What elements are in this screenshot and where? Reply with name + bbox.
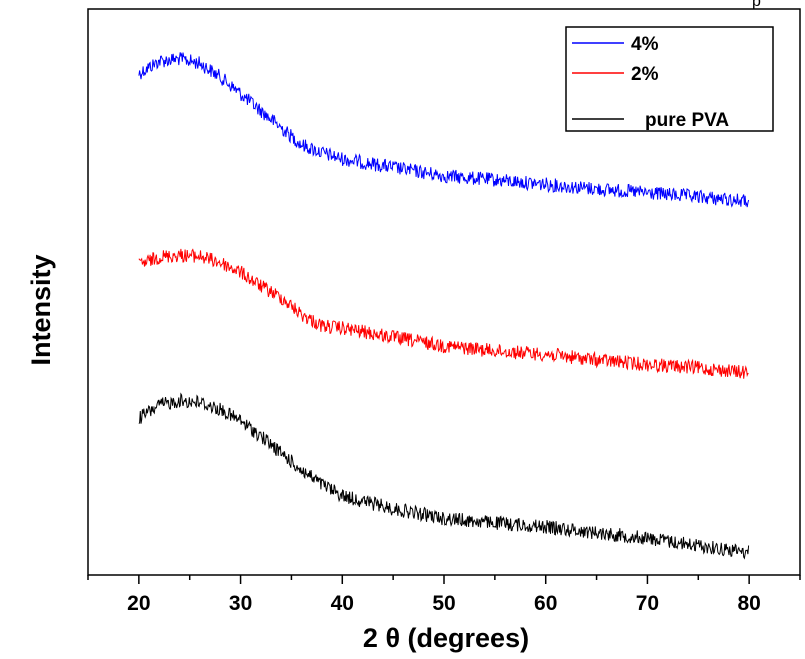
legend-label-1: 4% — [631, 34, 659, 55]
x-tick-label: 50 — [432, 592, 455, 615]
x-tick-label: 40 — [331, 592, 354, 615]
corner-mark: p — [752, 0, 761, 10]
series-line-2 — [138, 248, 749, 379]
legend-entries: 4% 2% pure PVA — [572, 34, 729, 131]
legend-label-3: pure PVA — [645, 110, 729, 131]
series-line-1 — [138, 52, 750, 208]
legend-label-2: 2% — [631, 64, 659, 85]
y-axis-title: Intensity — [26, 254, 56, 365]
legend: 4% 2% pure PVA — [565, 26, 774, 132]
x-tick-label: 70 — [636, 592, 659, 615]
x-tick-label: 60 — [534, 592, 557, 615]
x-axis-title: 2 θ (degrees) — [363, 623, 529, 653]
x-tick-label: 80 — [737, 592, 760, 615]
legend-box — [565, 26, 774, 132]
series-line-3 — [138, 392, 750, 560]
series-layer — [138, 52, 750, 560]
x-tick-label: 20 — [127, 592, 150, 615]
x-tick-label: 30 — [229, 592, 252, 615]
x-axis-ticks: 20 30 40 50 60 70 80 — [87, 575, 801, 615]
